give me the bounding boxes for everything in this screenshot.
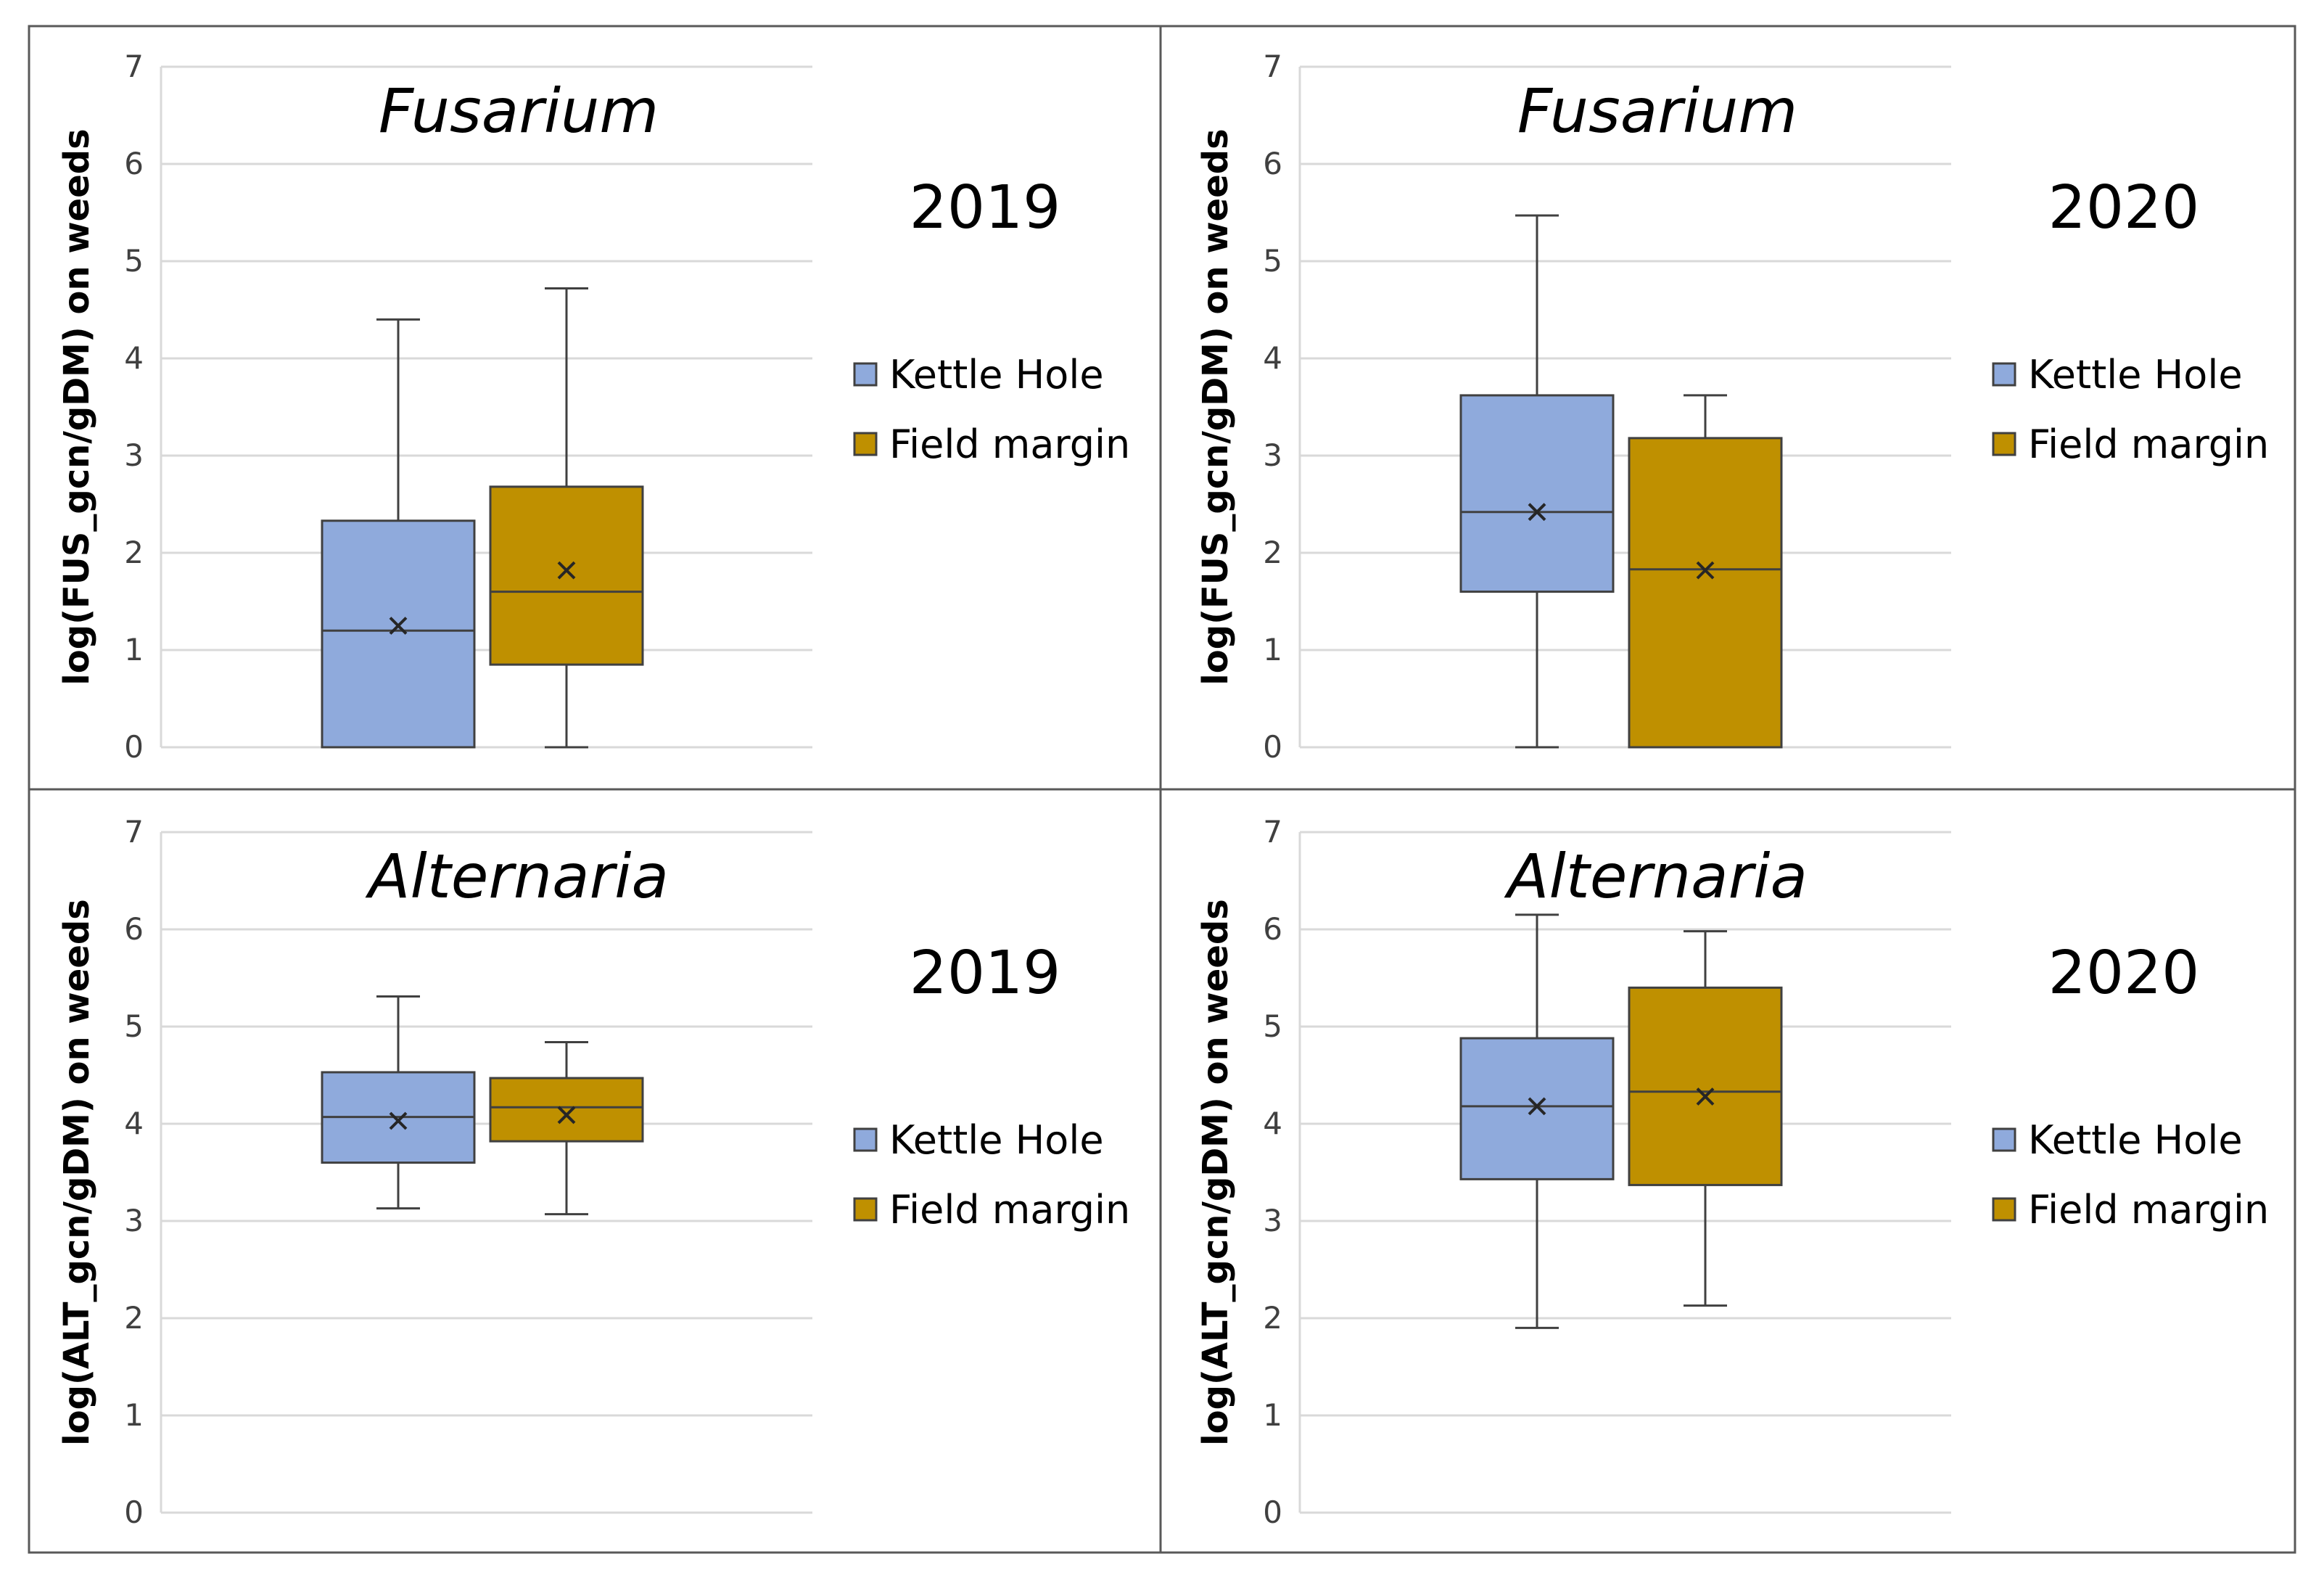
- chart-title: Alternaria: [365, 841, 669, 912]
- legend-swatch-field-margin: [1992, 1197, 2016, 1222]
- legend-swatch-kettle-hole: [1992, 362, 2016, 387]
- chart-title: Fusarium: [379, 75, 659, 147]
- y-tick-label: 3: [124, 1203, 144, 1238]
- y-axis-label: log(FUS_gcn/gDM) on weeds: [57, 128, 97, 685]
- mean-marker: [1528, 503, 1546, 522]
- box-series-kettle-hole: [321, 995, 476, 1210]
- y-tick-label: 4: [124, 1106, 144, 1141]
- mean-marker: [1696, 561, 1715, 580]
- box-series-field-margin: [489, 1040, 644, 1216]
- box-iqr: [321, 519, 476, 749]
- y-tick-label: 7: [1263, 49, 1282, 84]
- chart-panels: 0 1 2 3 4 5 6 7 log(FUS_gcn/gDM) on weeds Fusariu…: [57, 49, 2269, 1530]
- mean-marker: [557, 561, 576, 580]
- legend-label-kettle-hole: Kettle Hole: [889, 1117, 1104, 1163]
- legend-label-kettle-hole: Kettle Hole: [889, 352, 1104, 398]
- box-iqr: [1459, 1037, 1615, 1180]
- y-tick-label: 6: [124, 146, 144, 181]
- box-series-kettle-hole: [321, 318, 476, 749]
- y-tick-label: 5: [1263, 1008, 1282, 1044]
- box-iqr: [1459, 394, 1615, 593]
- mean-marker: [389, 1111, 408, 1130]
- y-tick-label: 5: [1263, 243, 1282, 279]
- chart-panel-1: 0 1 2 3 4 5 6 7 log(FUS_gcn/gDM) on weeds Fusariu…: [57, 49, 1130, 765]
- legend-label-kettle-hole: Kettle Hole: [2028, 1117, 2243, 1163]
- y-tick-label: 4: [1263, 1106, 1282, 1141]
- year-label: 2019: [910, 173, 1061, 242]
- y-axis-label: log(ALT_gcn/gDM) on weeds: [57, 899, 97, 1446]
- y-tick-label: 5: [124, 243, 144, 279]
- chart-title: Fusarium: [1517, 75, 1797, 147]
- y-tick-label: 2: [124, 535, 144, 570]
- y-tick-label: 0: [1263, 729, 1282, 765]
- chart-panel-4: 0 1 2 3 4 5 6 7 log(ALT_gcn/gDM) on weeds Alterna…: [1195, 814, 2269, 1530]
- y-tick-label: 7: [124, 49, 144, 84]
- y-tick-label: 6: [124, 911, 144, 947]
- box-series-kettle-hole: [1459, 214, 1615, 749]
- legend-swatch-field-margin: [853, 1197, 878, 1222]
- y-tick-label: 4: [1263, 340, 1282, 376]
- legend-label-field-margin: Field margin: [2028, 1187, 2269, 1233]
- y-tick-label: 7: [124, 814, 144, 850]
- y-tick-label: 1: [124, 1397, 144, 1433]
- y-axis-label: log(FUS_gcn/gDM) on weeds: [1195, 128, 1236, 685]
- legend-label-field-margin: Field margin: [889, 1187, 1130, 1233]
- box-iqr: [489, 1077, 644, 1143]
- y-tick-label: 7: [1263, 814, 1282, 850]
- y-tick-label: 0: [1263, 1494, 1282, 1530]
- box-iqr: [1628, 986, 1783, 1186]
- y-tick-label: 3: [124, 437, 144, 473]
- y-axis-label: log(ALT_gcn/gDM) on weeds: [1195, 899, 1236, 1446]
- y-tick-label: 3: [1263, 1203, 1282, 1238]
- chart-title: Alternaria: [1504, 841, 1808, 912]
- legend-label-field-margin: Field margin: [2028, 422, 2269, 467]
- box-series-field-margin: [489, 287, 644, 749]
- mean-marker: [389, 617, 408, 635]
- y-tick-label: 4: [124, 340, 144, 376]
- chart-panel-3: 0 1 2 3 4 5 6 7 log(ALT_gcn/gDM) on weeds Alterna…: [57, 814, 1130, 1530]
- legend-swatch-kettle-hole: [1992, 1127, 2016, 1152]
- y-tick-label: 6: [1263, 146, 1282, 181]
- year-label: 2020: [2048, 173, 2200, 242]
- legend-swatch-field-margin: [853, 432, 878, 456]
- y-tick-label: 6: [1263, 911, 1282, 947]
- y-tick-label: 1: [124, 632, 144, 667]
- box-iqr: [1628, 437, 1783, 749]
- year-label: 2020: [2048, 939, 2200, 1008]
- y-tick-label: 2: [1263, 535, 1282, 570]
- mean-marker: [1696, 1087, 1715, 1106]
- y-tick-label: 0: [124, 729, 144, 765]
- y-tick-label: 2: [1263, 1300, 1282, 1336]
- y-tick-label: 1: [1263, 1397, 1282, 1433]
- y-tick-label: 0: [124, 1494, 144, 1530]
- y-tick-label: 5: [124, 1008, 144, 1044]
- year-label: 2019: [910, 939, 1061, 1008]
- legend-label-field-margin: Field margin: [889, 422, 1130, 467]
- y-tick-label: 2: [124, 1300, 144, 1336]
- legend-swatch-kettle-hole: [853, 1127, 878, 1152]
- box-series-kettle-hole: [1459, 913, 1615, 1329]
- mean-marker: [1528, 1097, 1546, 1116]
- mean-marker: [557, 1106, 576, 1124]
- legend-label-kettle-hole: Kettle Hole: [2028, 352, 2243, 398]
- box-iqr: [489, 485, 644, 666]
- box-series-field-margin: [1628, 930, 1783, 1307]
- chart-panel-2: 0 1 2 3 4 5 6 7 log(FUS_gcn/gDM) on weeds Fusariu…: [1195, 49, 2269, 765]
- y-tick-label: 3: [1263, 437, 1282, 473]
- box-series-field-margin: [1628, 394, 1783, 749]
- legend-swatch-field-margin: [1992, 432, 2016, 456]
- legend-swatch-kettle-hole: [853, 362, 878, 387]
- y-tick-label: 1: [1263, 632, 1282, 667]
